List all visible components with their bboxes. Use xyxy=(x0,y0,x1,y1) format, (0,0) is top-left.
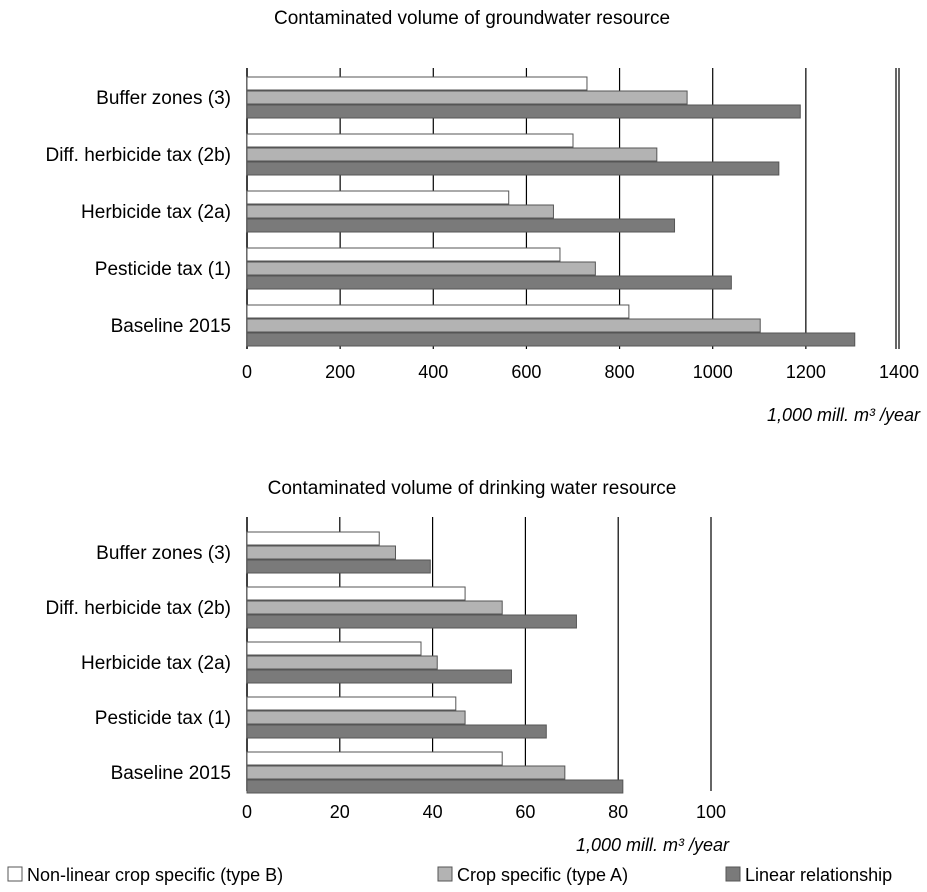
groundwater-tick-label: 400 xyxy=(418,362,448,382)
drinking-water-bar-type-b xyxy=(246,696,457,711)
drinking-water-chart: Contaminated volume of drinking water re… xyxy=(45,478,730,855)
drinking-water-bar-linear xyxy=(246,669,512,684)
drinking-water-tick-label: 0 xyxy=(242,802,252,822)
groundwater-category-label: Herbicide tax (2a) xyxy=(81,202,231,223)
groundwater-tick-label: 1200 xyxy=(786,362,826,382)
drinking-water-bar-type-b xyxy=(246,531,380,546)
legend-label-type-b: Non-linear crop specific (type B) xyxy=(27,865,283,885)
groundwater-bar-linear xyxy=(246,161,780,176)
drinking-water-tick-label: 40 xyxy=(423,802,443,822)
legend-label-type-a: Crop specific (type A) xyxy=(457,865,628,885)
drinking-water-bar-linear xyxy=(246,614,577,629)
groundwater-bar-linear xyxy=(246,332,856,347)
groundwater-bar-type-b xyxy=(246,304,630,319)
groundwater-bar-type-a xyxy=(246,90,688,105)
groundwater-bar-type-b xyxy=(246,190,510,205)
groundwater-tick-label: 200 xyxy=(325,362,355,382)
drinking-water-category-label: Buffer zones (3) xyxy=(96,543,231,564)
drinking-water-bar-type-a xyxy=(246,710,466,725)
drinking-water-category-label: Baseline 2015 xyxy=(111,763,231,784)
drinking-water-bar-linear xyxy=(246,559,431,574)
drinking-water-tick-label: 80 xyxy=(608,802,628,822)
legend-label-linear: Linear relationship xyxy=(745,865,892,885)
groundwater-bar-type-a xyxy=(246,318,761,333)
drinking-water-bar-linear xyxy=(246,724,547,739)
legend-swatch-type-a xyxy=(437,866,453,882)
drinking-water-bar-type-a xyxy=(246,600,503,615)
drinking-water-category-label: Herbicide tax (2a) xyxy=(81,653,231,674)
groundwater-category-label: Pesticide tax (1) xyxy=(95,259,231,280)
groundwater-bar-type-a xyxy=(246,261,596,276)
groundwater-bar-linear xyxy=(246,104,801,119)
groundwater-chart-title: Contaminated volume of groundwater resou… xyxy=(274,8,670,29)
groundwater-bar-type-b xyxy=(246,247,561,262)
groundwater-category-label: Buffer zones (3) xyxy=(96,88,231,109)
groundwater-category-label: Baseline 2015 xyxy=(111,316,231,337)
drinking-water-category-label: Pesticide tax (1) xyxy=(95,708,231,729)
groundwater-bar-type-a xyxy=(246,147,658,162)
groundwater-tick-label: 1400 xyxy=(879,362,919,382)
groundwater-bar-type-b xyxy=(246,133,574,148)
drinking-water-bar-type-b xyxy=(246,586,466,601)
drinking-water-bar-type-b xyxy=(246,751,503,766)
groundwater-bar-type-b xyxy=(246,76,588,91)
legend: Non-linear crop specific (type B) Crop s… xyxy=(7,865,892,885)
legend-swatch-linear xyxy=(725,866,741,882)
drinking-water-bar-type-a xyxy=(246,765,566,780)
groundwater-tick-label: 0 xyxy=(242,362,252,382)
drinking-water-bar-type-a xyxy=(246,655,438,670)
drinking-water-bar-type-b xyxy=(246,641,422,656)
groundwater-chart: Contaminated volume of groundwater resou… xyxy=(45,8,921,425)
drinking-water-chart-title: Contaminated volume of drinking water re… xyxy=(268,478,677,499)
groundwater-tick-label: 800 xyxy=(605,362,635,382)
groundwater-bar-linear xyxy=(246,218,676,233)
groundwater-category-label: Diff. herbicide tax (2b) xyxy=(45,145,231,166)
legend-swatch-type-b xyxy=(7,866,23,882)
drinking-water-tick-label: 100 xyxy=(696,802,726,822)
drinking-water-bar-type-a xyxy=(246,545,396,560)
groundwater-bar-type-a xyxy=(246,204,554,219)
groundwater-bar-linear xyxy=(246,275,732,290)
drinking-water-bar-linear xyxy=(246,779,624,794)
groundwater-unit-label: 1,000 mill. m³ /year xyxy=(767,405,921,425)
drinking-water-tick-label: 20 xyxy=(330,802,350,822)
groundwater-tick-label: 600 xyxy=(511,362,541,382)
groundwater-tick-label: 1000 xyxy=(693,362,733,382)
drinking-water-category-label: Diff. herbicide tax (2b) xyxy=(45,598,231,619)
drinking-water-unit-label: 1,000 mill. m³ /year xyxy=(576,835,730,855)
drinking-water-tick-label: 60 xyxy=(515,802,535,822)
